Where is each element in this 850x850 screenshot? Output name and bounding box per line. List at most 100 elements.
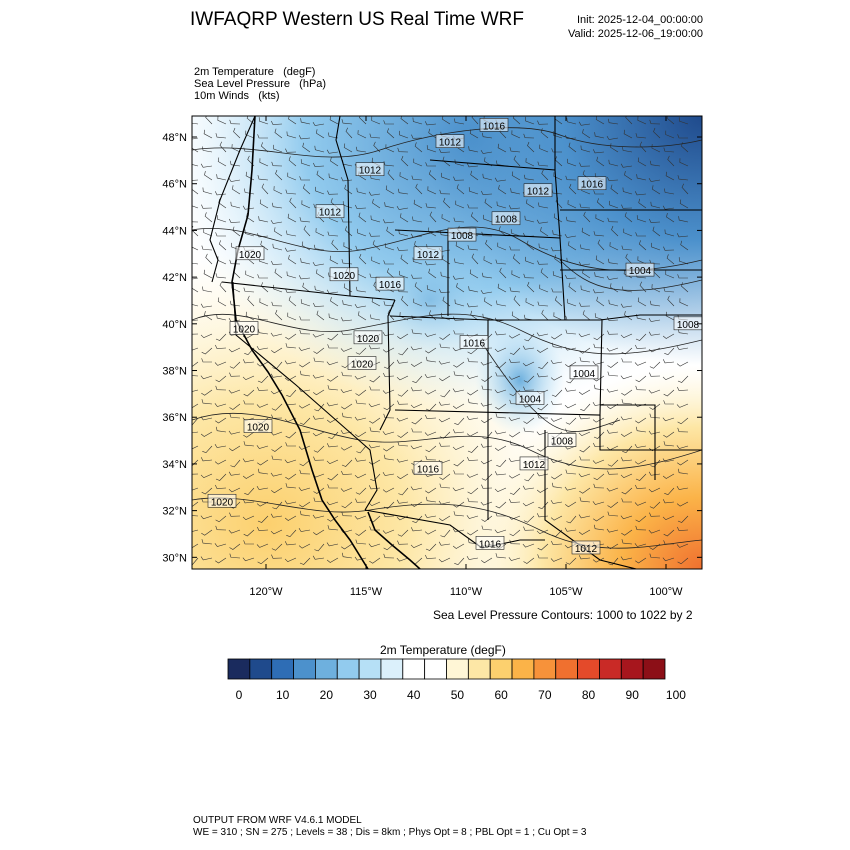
isobar-label: 1020 xyxy=(243,419,273,434)
colorbar-label: 90 xyxy=(626,688,640,702)
svg-text:1020: 1020 xyxy=(239,250,262,261)
isobar-label: 1016 xyxy=(479,118,509,132)
lat-label: 36°N xyxy=(162,412,187,424)
svg-text:1012: 1012 xyxy=(417,250,440,261)
svg-text:1012: 1012 xyxy=(359,166,382,177)
colorbar-swatch xyxy=(358,658,382,680)
footer-model: OUTPUT FROM WRF V4.6.1 MODEL xyxy=(193,815,362,826)
latitude-axis: 48°N 46°N 44°N 42°N 40°N 38°N 36°N 34°N 32°N 30°N xyxy=(162,132,702,564)
colorbar-swatch xyxy=(227,658,251,680)
valid-time: Valid: 2025-12-06_19:00:00 xyxy=(568,28,703,40)
svg-text:1020: 1020 xyxy=(233,324,256,335)
colorbar-label: 70 xyxy=(538,688,552,702)
colorbar-swatch xyxy=(249,658,273,680)
svg-text:1016: 1016 xyxy=(463,339,486,350)
colorbar-swatch xyxy=(446,658,469,680)
lon-label: 105°W xyxy=(549,586,583,598)
lon-label: 120°W xyxy=(249,586,283,598)
isobar-label: 1016 xyxy=(459,335,489,350)
colorbar-swatch xyxy=(271,658,294,680)
svg-text:1008: 1008 xyxy=(495,215,518,226)
lat-label: 44°N xyxy=(162,225,187,237)
isobar-label: 1016 xyxy=(375,276,405,291)
colorbar-swatch xyxy=(533,658,557,680)
svg-text:1012: 1012 xyxy=(575,544,598,555)
map-frame xyxy=(191,115,703,570)
field-pressure: Sea Level Pressure (hPa) xyxy=(194,78,327,90)
isobar-label: 1012 xyxy=(315,204,345,219)
colorbar-swatch xyxy=(555,658,579,680)
isobar-label: 1016 xyxy=(413,461,443,476)
svg-text:1004: 1004 xyxy=(519,395,542,406)
svg-text:1016: 1016 xyxy=(581,180,604,191)
state-borders xyxy=(209,116,702,569)
isobar-label: 1004 xyxy=(625,262,655,277)
colorbar-swatch xyxy=(489,658,513,680)
isobar-label: 1020 xyxy=(353,330,383,345)
svg-text:1012: 1012 xyxy=(439,138,462,149)
isobar-label: 1016 xyxy=(577,176,607,191)
lon-label: 115°W xyxy=(350,586,383,598)
page-title: IWFAQRP Western US Real Time WRF xyxy=(190,9,524,30)
colorbar: 0 10 20 30 40 50 60 70 80 90 100 xyxy=(227,658,686,702)
isobar-label: 1004 xyxy=(569,365,599,380)
isobar-label: 1012 xyxy=(435,134,465,149)
colorbar-swatch xyxy=(511,658,535,680)
colorbar-swatch xyxy=(380,658,404,680)
lat-label: 48°N xyxy=(162,132,187,144)
colorbar-swatch xyxy=(293,658,316,680)
colorbar-label: 20 xyxy=(320,688,334,702)
colorbar-label: 40 xyxy=(407,688,421,702)
isobar-label: 1008 xyxy=(547,433,577,448)
footer-config: WE = 310 ; SN = 275 ; Levels = 38 ; Dis … xyxy=(193,827,587,838)
isobar-label: 1012 xyxy=(571,540,601,555)
init-time: Init: 2025-12-04_00:00:00 xyxy=(577,14,703,26)
colorbar-label: 80 xyxy=(582,688,596,702)
colorbar-title: 2m Temperature (degF) xyxy=(380,643,506,657)
svg-text:1020: 1020 xyxy=(211,497,234,508)
isobar-label: 1020 xyxy=(207,493,237,508)
lat-label: 34°N xyxy=(162,459,187,471)
colorbar-swatch xyxy=(424,658,447,680)
svg-text:1020: 1020 xyxy=(351,360,374,371)
isobar-label: 1020 xyxy=(229,321,259,335)
time-info: Init: 2025-12-04_00:00:00 Valid: 2025-12… xyxy=(568,13,703,41)
longitude-axis: 120°W 115°W 110°W 105°W 100°W xyxy=(249,116,683,598)
svg-text:1016: 1016 xyxy=(479,539,502,550)
colorbar-swatch xyxy=(336,658,360,680)
colorbar-label: 10 xyxy=(276,688,290,702)
field-list: 2m Temperature (degF) Sea Level Pressure… xyxy=(194,66,326,102)
coastline xyxy=(231,116,421,569)
isobar-label: 1012 xyxy=(523,183,553,198)
isobar-label: 1008 xyxy=(491,211,521,226)
colorbar-swatch xyxy=(620,658,644,680)
colorbar-label: 60 xyxy=(494,688,508,702)
colorbar-label: 30 xyxy=(363,688,377,702)
svg-text:1008: 1008 xyxy=(551,437,574,448)
isobar-label: 1020 xyxy=(235,246,265,261)
svg-text:1016: 1016 xyxy=(417,465,440,476)
colorbar-swatch xyxy=(577,658,600,680)
isobar-label: 1016 xyxy=(475,536,505,550)
field-temperature: 2m Temperature (degF) xyxy=(194,66,316,78)
svg-text:1020: 1020 xyxy=(333,271,356,282)
lat-label: 38°N xyxy=(162,366,187,378)
svg-text:1016: 1016 xyxy=(379,280,402,291)
isobar-label: 1008 xyxy=(447,227,477,242)
colorbar-swatch xyxy=(402,658,426,680)
lat-label: 32°N xyxy=(162,506,187,518)
field-winds: 10m Winds (kts) xyxy=(194,90,280,102)
contour-note: Sea Level Pressure Contours: 1000 to 102… xyxy=(433,608,693,622)
svg-text:1020: 1020 xyxy=(357,334,380,345)
svg-text:1012: 1012 xyxy=(523,460,546,471)
lon-label: 100°W xyxy=(649,586,683,598)
isobar-label: 1020 xyxy=(347,356,377,371)
isobar-labels: 1016 1012 1016 1012 1012 1012 1008 1008 1012 1020… xyxy=(207,118,703,555)
lat-label: 40°N xyxy=(162,319,187,331)
colorbar-label: 0 xyxy=(236,688,243,702)
lat-label: 30°N xyxy=(162,552,187,564)
svg-text:1004: 1004 xyxy=(573,369,596,380)
isobar-contours xyxy=(192,127,702,549)
lon-label: 110°W xyxy=(450,586,483,598)
